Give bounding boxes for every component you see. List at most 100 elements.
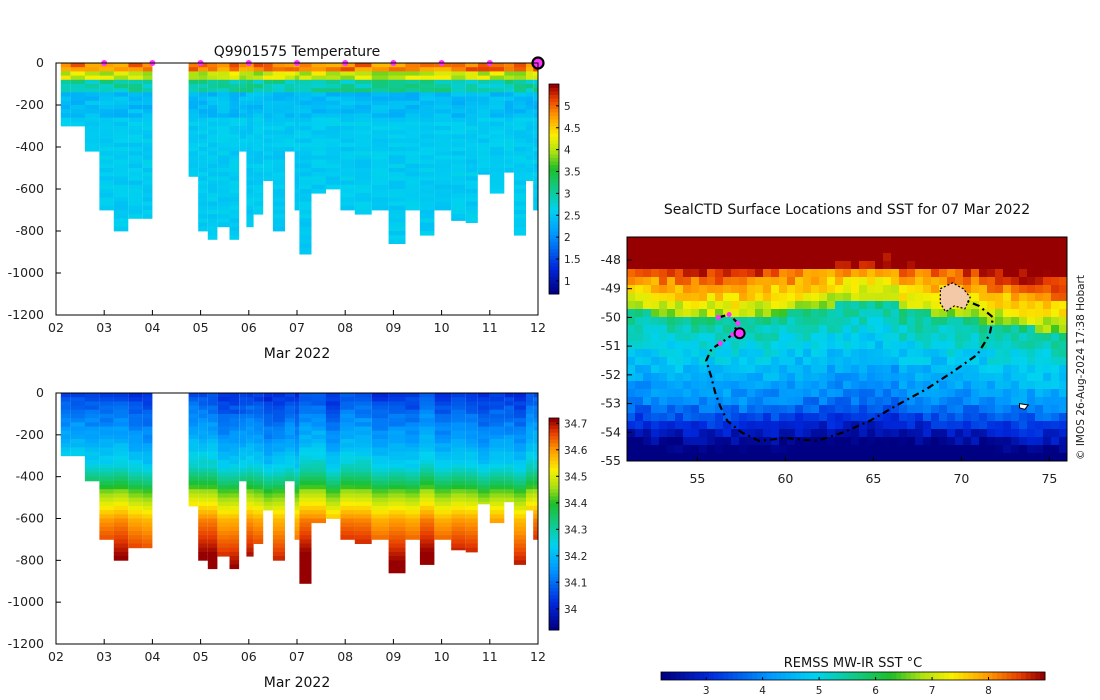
sst-cell	[835, 253, 844, 262]
depth-cell	[504, 151, 514, 156]
sst-cell	[827, 349, 836, 358]
sst-cell	[651, 309, 660, 318]
depth-cell	[60, 430, 71, 436]
sst-cell	[1051, 437, 1060, 446]
depth-cell	[113, 222, 129, 228]
depth-cell	[419, 497, 435, 503]
depth-cell	[246, 88, 254, 93]
depth-cell	[229, 489, 240, 494]
sst-cell	[995, 285, 1004, 294]
sst-cell	[891, 373, 900, 382]
depth-cell	[246, 510, 254, 515]
sst-cell	[1059, 389, 1067, 398]
colorbar-segment	[549, 112, 559, 116]
sst-cell	[691, 277, 700, 286]
sst-cell	[859, 237, 868, 246]
sst-cell	[859, 325, 868, 334]
depth-cell	[311, 92, 326, 97]
depth-cell	[272, 472, 285, 478]
depth-cell	[434, 142, 452, 148]
depth-cell	[340, 451, 355, 457]
depth-cell	[239, 472, 247, 478]
sst-cell	[851, 293, 860, 302]
depth-cell	[354, 201, 372, 207]
x-tick-label: 08	[337, 649, 353, 664]
depth-cell	[229, 193, 240, 198]
sst-cell	[819, 309, 828, 318]
sst-cell	[1059, 269, 1067, 278]
colorbar-segment	[776, 672, 782, 680]
depth-cell	[284, 472, 295, 478]
depth-cell	[311, 155, 326, 160]
sst-cell	[1043, 285, 1052, 294]
depth-cell	[217, 547, 230, 553]
sst-cell	[955, 341, 964, 350]
sst-cell	[851, 325, 860, 334]
depth-cell	[207, 121, 218, 127]
colorbar-segment	[737, 672, 744, 680]
sst-cell	[635, 357, 644, 366]
sst-cell	[1019, 421, 1028, 430]
sst-cell	[923, 405, 932, 414]
depth-cell	[533, 451, 538, 457]
depth-cell	[99, 88, 114, 93]
depth-cell	[434, 497, 452, 503]
sst-cell	[883, 277, 892, 286]
sst-cell	[787, 317, 796, 326]
depth-cell	[299, 231, 312, 236]
sst-cell	[1059, 357, 1067, 366]
depth-cell	[142, 418, 153, 423]
depth-cell	[113, 501, 129, 507]
sst-cell	[827, 301, 836, 310]
sst-cell	[891, 421, 900, 430]
depth-cell	[434, 189, 452, 194]
sst-cell	[675, 437, 684, 446]
x-tick-label: 02	[48, 649, 64, 664]
y-tick-label: -800	[16, 552, 44, 567]
depth-cell	[465, 489, 478, 494]
depth-cell	[239, 117, 247, 123]
sst-cell	[843, 245, 852, 254]
depth-cell	[113, 130, 129, 135]
sst-cell	[627, 429, 636, 438]
depth-cell	[142, 84, 153, 89]
depth-cell	[229, 451, 240, 457]
depth-cell	[229, 96, 240, 102]
sst-cell	[723, 373, 732, 382]
depth-cell	[405, 501, 420, 507]
sst-cell	[659, 357, 668, 366]
sst-cell	[1003, 397, 1012, 406]
depth-cell	[99, 168, 114, 173]
depth-cell	[207, 393, 218, 398]
depth-cell	[294, 155, 300, 160]
depth-cell	[294, 75, 300, 81]
sst-cell	[819, 261, 828, 270]
sst-cell	[1027, 333, 1036, 342]
depth-cell	[142, 92, 153, 97]
sst-cell	[779, 285, 788, 294]
sst-cell	[731, 237, 740, 246]
sst-cell	[859, 413, 868, 422]
depth-cell	[128, 88, 143, 93]
sst-cell	[891, 381, 900, 390]
sst-cell	[1011, 309, 1020, 318]
sst-cell	[963, 245, 972, 254]
depth-cell	[371, 109, 389, 114]
sst-cell	[923, 309, 932, 318]
depth-cell	[299, 159, 312, 165]
sst-cell	[1019, 309, 1028, 318]
sst-cell	[707, 349, 716, 358]
sst-cell	[627, 373, 636, 382]
sst-cell	[779, 317, 788, 326]
depth-cell	[340, 418, 355, 423]
profile-column	[533, 63, 538, 211]
sst-cell	[755, 269, 764, 278]
sst-cell	[1003, 301, 1012, 310]
sst-cell	[947, 365, 956, 374]
depth-cell	[451, 485, 466, 490]
sst-cell	[1011, 277, 1020, 286]
sst-cell	[867, 397, 876, 406]
profile-column	[451, 63, 466, 221]
depth-cell	[294, 96, 300, 102]
depth-cell	[253, 92, 264, 97]
